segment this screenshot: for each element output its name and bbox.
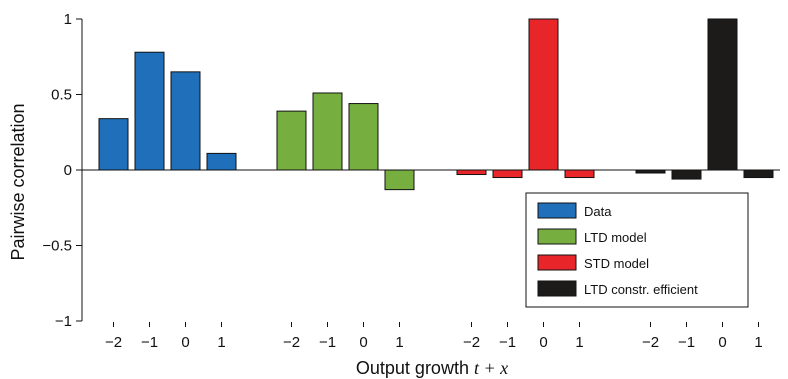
bar [170, 71, 201, 171]
x-tick-label: −1 [141, 334, 158, 351]
bar [348, 103, 379, 171]
y-tick-label: 0 [64, 162, 72, 179]
legend-swatch [537, 280, 577, 297]
bar [564, 169, 595, 179]
y-axis-title: Pairwise correlation [8, 103, 28, 260]
bar [206, 152, 237, 171]
legend-swatch [537, 228, 577, 245]
legend-swatch [537, 254, 577, 271]
x-tick-label: −2 [283, 334, 300, 351]
y-tick-label: 1 [64, 11, 72, 28]
x-tick-label: −1 [319, 334, 336, 351]
y-axis: −1 −0.5 0 0.5 1 [42, 11, 83, 330]
x-tick-label: 0 [181, 334, 189, 351]
x-axis-title: Output growth t + x [356, 358, 508, 378]
legend-label: LTD model [584, 230, 647, 245]
x-tick-label: −1 [678, 334, 695, 351]
legend-label: STD model [584, 256, 649, 271]
x-tick-label: 0 [718, 334, 726, 351]
x-tick-label: 1 [575, 334, 583, 351]
x-tick-label: 1 [217, 334, 225, 351]
x-tick-label: 1 [395, 334, 403, 351]
x-tick-label: 1 [754, 334, 762, 351]
bar [707, 18, 738, 171]
bars [98, 18, 774, 191]
x-axis-title-math: t + x [474, 358, 508, 378]
legend-label: LTD constr. efficient [584, 282, 698, 297]
y-tick-label: −0.5 [42, 238, 72, 255]
bar [456, 169, 487, 176]
bar [671, 169, 702, 180]
bar [134, 51, 165, 171]
bar [528, 18, 559, 171]
x-tick-label: 0 [359, 334, 367, 351]
x-axis: −2 −1 0 1 −2 −1 0 1 −2 −1 0 1 −2 −1 0 1 [105, 322, 763, 351]
bar [492, 169, 523, 179]
bar [312, 92, 343, 171]
x-tick-label: −2 [463, 334, 480, 351]
x-tick-label: −2 [642, 334, 659, 351]
x-tick-label: 0 [539, 334, 547, 351]
legend-swatch [537, 202, 577, 219]
x-tick-label: −1 [499, 334, 516, 351]
bar [384, 169, 415, 191]
legend-label: Data [584, 204, 612, 219]
bar [743, 169, 774, 179]
x-axis-title-text: Output growth [356, 358, 474, 378]
bar [98, 118, 129, 171]
x-tick-label: −2 [105, 334, 122, 351]
legend: Data LTD model STD model LTD constr. effici… [525, 192, 749, 308]
y-tick-label: 0.5 [51, 87, 72, 104]
bar [635, 169, 666, 174]
y-tick-label: −1 [55, 313, 72, 330]
bar [276, 110, 307, 171]
